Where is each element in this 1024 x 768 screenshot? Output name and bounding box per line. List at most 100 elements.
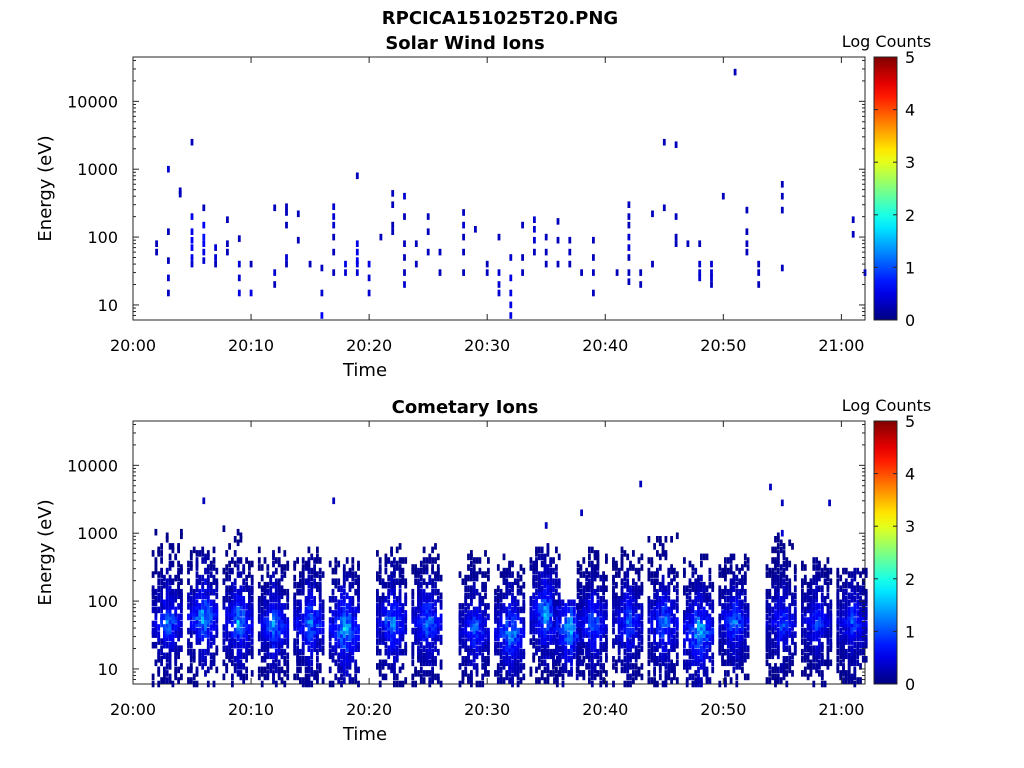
data-cell bbox=[165, 588, 169, 596]
data-cell bbox=[746, 617, 750, 624]
data-cell bbox=[321, 677, 325, 684]
data-cell bbox=[768, 592, 772, 600]
data-cell bbox=[307, 631, 311, 638]
data-cell bbox=[637, 631, 641, 638]
data-cell bbox=[779, 666, 783, 674]
data-cell bbox=[357, 560, 360, 568]
data-cell bbox=[160, 567, 163, 575]
data-cell bbox=[470, 585, 473, 592]
data-cell bbox=[856, 592, 860, 600]
data-cell bbox=[535, 627, 538, 635]
data-cell bbox=[177, 666, 180, 674]
data-cell bbox=[464, 638, 468, 645]
data-cell bbox=[847, 663, 851, 670]
data-cell bbox=[732, 648, 736, 656]
data-cell bbox=[239, 610, 243, 617]
data-cell bbox=[721, 645, 724, 652]
data-cell bbox=[316, 620, 319, 628]
data-cell bbox=[538, 553, 541, 561]
data-cell bbox=[248, 648, 251, 656]
data-cell bbox=[543, 659, 547, 667]
data-cell bbox=[301, 578, 305, 585]
data-cell bbox=[417, 631, 420, 638]
data-cell bbox=[395, 546, 399, 554]
data-cell bbox=[546, 606, 550, 614]
data-cell bbox=[505, 645, 509, 652]
data-cell bbox=[487, 557, 490, 564]
data-cell bbox=[228, 648, 231, 656]
data-cell bbox=[656, 599, 659, 607]
data-cell bbox=[632, 585, 635, 592]
data-cell bbox=[836, 634, 840, 642]
data-cell bbox=[612, 638, 615, 645]
data-cell bbox=[163, 631, 166, 638]
data-cell bbox=[844, 599, 848, 607]
data-cell bbox=[436, 574, 440, 582]
data-cell bbox=[612, 617, 615, 624]
data-cell bbox=[522, 673, 526, 681]
data-cell bbox=[487, 648, 490, 656]
data-cell bbox=[151, 680, 155, 688]
data-cell bbox=[702, 553, 706, 561]
data-cell bbox=[313, 599, 316, 607]
data-cell bbox=[505, 670, 509, 677]
data-cell bbox=[634, 606, 638, 614]
data-cell bbox=[180, 606, 183, 614]
data-cell bbox=[522, 663, 526, 670]
data-cell bbox=[209, 617, 213, 624]
data-cell bbox=[605, 613, 608, 621]
data-cell bbox=[154, 557, 158, 564]
data-cell bbox=[864, 588, 868, 596]
data-cell bbox=[157, 606, 161, 614]
data-cell bbox=[683, 627, 686, 635]
data-cell bbox=[502, 606, 506, 614]
data-cell bbox=[384, 648, 388, 656]
data-cell bbox=[215, 585, 219, 592]
data-cell bbox=[785, 557, 789, 564]
data-cell bbox=[274, 627, 278, 635]
data-cell bbox=[434, 610, 437, 617]
data-cell bbox=[236, 670, 240, 677]
data-cell bbox=[809, 581, 813, 589]
data-cell bbox=[398, 680, 402, 688]
data-cell bbox=[283, 588, 287, 596]
data-cell bbox=[842, 631, 845, 638]
data-cell bbox=[776, 574, 780, 582]
data-cell bbox=[746, 645, 750, 652]
data-cell bbox=[348, 603, 352, 610]
data-cell bbox=[791, 638, 794, 645]
data-cell bbox=[384, 560, 388, 568]
data-cell bbox=[487, 641, 490, 649]
data-cell bbox=[629, 560, 632, 568]
data-cell bbox=[694, 596, 698, 603]
data-cell bbox=[318, 596, 322, 603]
data-cell bbox=[484, 620, 487, 628]
data-cell bbox=[231, 631, 234, 638]
data-cell bbox=[579, 588, 583, 596]
data-cell bbox=[861, 578, 865, 585]
data-cell bbox=[304, 673, 308, 681]
data-cell bbox=[765, 627, 769, 635]
data-cell bbox=[190, 236, 194, 244]
data-cell bbox=[225, 631, 229, 638]
data-cell bbox=[198, 606, 202, 614]
data-cell bbox=[776, 585, 780, 592]
data-cell bbox=[464, 631, 468, 638]
data-cell bbox=[511, 652, 514, 660]
data-cell bbox=[464, 620, 468, 628]
data-cell bbox=[192, 613, 196, 621]
data-cell bbox=[154, 627, 158, 635]
data-cell bbox=[768, 645, 772, 652]
data-cell bbox=[398, 606, 402, 614]
data-cell bbox=[277, 673, 281, 681]
data-cell bbox=[555, 624, 559, 631]
data-cell bbox=[620, 666, 624, 674]
data-cell bbox=[557, 578, 561, 585]
data-cell bbox=[431, 627, 434, 635]
data-cell bbox=[403, 254, 406, 261]
data-cell bbox=[593, 634, 597, 642]
data-cell bbox=[549, 670, 553, 677]
data-cell bbox=[724, 574, 727, 582]
data-cell bbox=[632, 631, 635, 638]
data-cell bbox=[771, 648, 775, 656]
